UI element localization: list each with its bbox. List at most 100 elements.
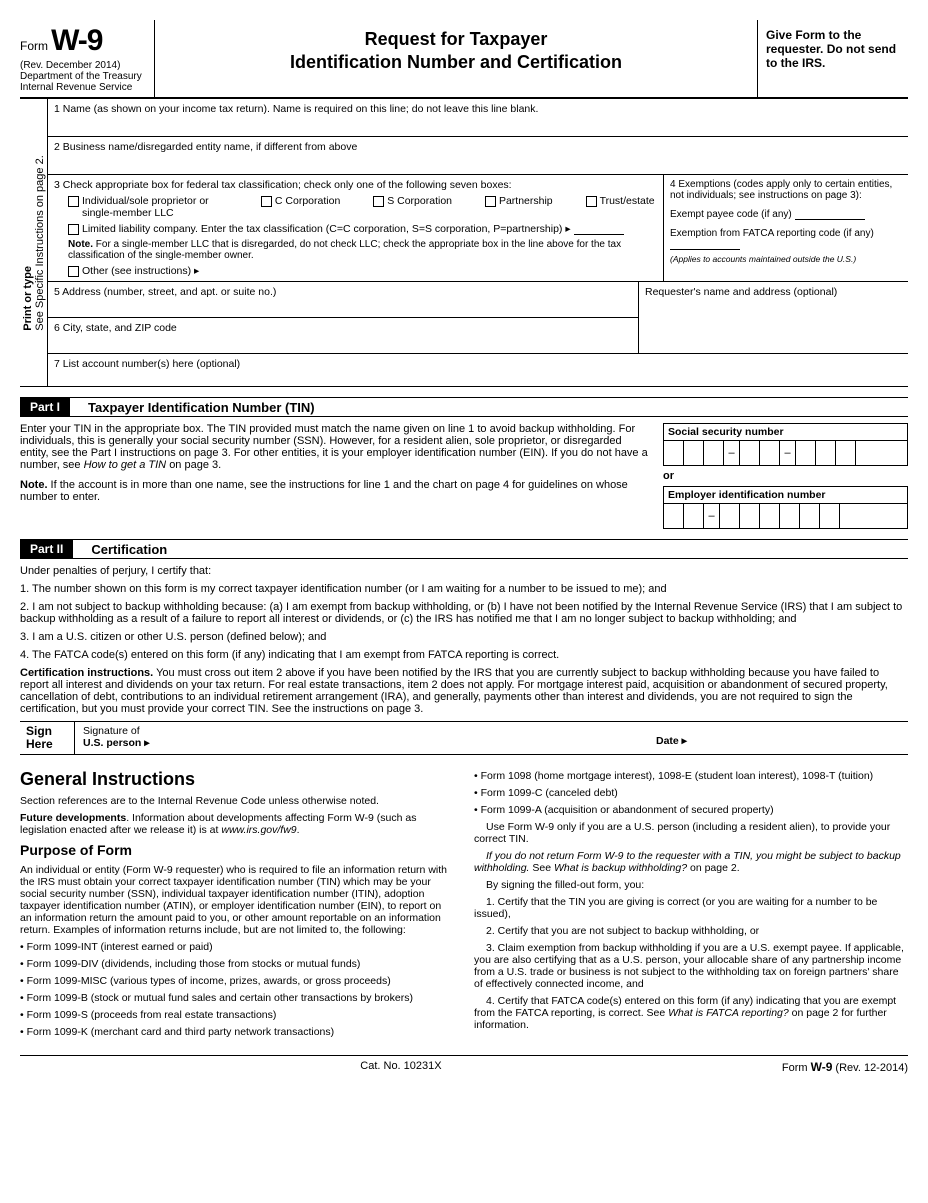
fields: 1 Name (as shown on your income tax retu…	[48, 99, 908, 386]
fatca-applies: (Applies to accounts maintained outside …	[670, 254, 902, 264]
sign-here-label: Sign Here	[20, 722, 75, 754]
section-ref: Section references are to the Internal R…	[20, 795, 454, 807]
li-1099-s: Form 1099-S (proceeds from real estate t…	[20, 1009, 454, 1021]
cb-llc[interactable]: Limited liability company. Enter the tax…	[68, 223, 657, 235]
tin-p1c: on page 3.	[169, 459, 221, 471]
line-7[interactable]: 7 List account number(s) here (optional)	[48, 354, 908, 386]
line-3: 3 Check appropriate box for federal tax …	[48, 175, 663, 281]
instructions: General Instructions Section references …	[20, 765, 908, 1043]
checkbox-icon	[68, 224, 79, 235]
tin-p2a: Note.	[20, 479, 48, 491]
li-1099-div: Form 1099-DIV (dividends, including thos…	[20, 958, 454, 970]
instructions-col-right: Form 1098 (home mortgage interest), 1098…	[474, 765, 908, 1043]
checkbox-icon	[261, 196, 272, 207]
fatca-row: Exemption from FATCA reporting code (if …	[670, 228, 902, 250]
line-5-label: 5 Address (number, street, and apt. or s…	[54, 286, 632, 298]
tin-boxes: Social security number – – or Employer i…	[663, 423, 908, 529]
ssn-input[interactable]: – –	[663, 440, 908, 466]
certify-4: 4. Certify that FATCA code(s) entered on…	[474, 995, 908, 1031]
signature-field[interactable]: Signature of U.S. person ▸	[75, 722, 648, 754]
li-1099-int: Form 1099-INT (interest earned or paid)	[20, 941, 454, 953]
sig-line2-text: U.S. person ▸	[83, 737, 150, 749]
tin-p2: Note. If the account is in more than one…	[20, 479, 651, 503]
part-2-label: Part II	[20, 540, 73, 558]
header-left: Form W-9 (Rev. December 2014) Department…	[20, 20, 155, 97]
header-center: Request for Taxpayer Identification Numb…	[155, 20, 758, 97]
part-2-bar: Part II Certification	[20, 539, 908, 559]
li-1099-misc: Form 1099-MISC (various types of income,…	[20, 975, 454, 987]
address-block: 5 Address (number, street, and apt. or s…	[48, 282, 908, 354]
checkbox-icon	[68, 266, 79, 277]
line-1[interactable]: 1 Name (as shown on your income tax retu…	[48, 99, 908, 137]
fatca-input[interactable]	[670, 240, 740, 250]
tin-p2b: If the account is in more than one name,…	[20, 479, 628, 503]
certification-body: Under penalties of perjury, I certify th…	[20, 565, 908, 715]
footer-cat: Cat. No. 10231X	[360, 1060, 441, 1074]
tin-text: Enter your TIN in the appropriate box. T…	[20, 423, 663, 529]
ein-label: Employer identification number	[663, 486, 908, 503]
by-signing: By signing the filled-out form, you:	[474, 879, 908, 891]
llc-note: Note. For a single-member LLC that is di…	[68, 239, 657, 261]
footer: Cat. No. 10231X Form W-9 (Rev. 12-2014)	[20, 1055, 908, 1074]
certify-3: 3. Claim exemption from backup withholdi…	[474, 942, 908, 990]
cb-other[interactable]: Other (see instructions) ▸	[68, 265, 657, 277]
header-right-notice: Give Form to the requester. Do not send …	[758, 20, 908, 97]
certify-4b: What is FATCA reporting?	[668, 1007, 789, 1019]
cb-llc-label: Limited liability company. Enter the tax…	[82, 223, 571, 235]
use-w9: Use Form W-9 only if you are a U.S. pers…	[474, 821, 908, 845]
line-1-label: 1 Name (as shown on your income tax retu…	[54, 103, 902, 115]
line-3-intro: 3 Check appropriate box for federal tax …	[54, 179, 657, 191]
ein-input[interactable]: –	[663, 503, 908, 529]
line-2[interactable]: 2 Business name/disregarded entity name,…	[48, 137, 908, 175]
checkbox-icon	[68, 196, 79, 207]
cb-partnership[interactable]: Partnership	[485, 195, 553, 207]
dept-irs: Internal Revenue Service	[20, 82, 148, 93]
part-1-title: Taxpayer Identification Number (TIN)	[70, 400, 315, 415]
form-list-right: Form 1098 (home mortgage interest), 1098…	[474, 770, 908, 816]
ifnot-2a: See	[529, 862, 554, 874]
general-instructions-heading: General Instructions	[20, 769, 454, 790]
cb-individual-label: Individual/sole proprietor or single-mem…	[82, 195, 222, 219]
tin-p1b: How to get a TIN	[84, 459, 170, 471]
part-1-label: Part I	[20, 398, 70, 416]
li-1099-b: Form 1099-B (stock or mutual fund sales …	[20, 992, 454, 1004]
cb-individual[interactable]: Individual/sole proprietor or single-mem…	[68, 195, 228, 219]
footer-form-pre: Form	[782, 1062, 811, 1074]
line-5[interactable]: 5 Address (number, street, and apt. or s…	[48, 282, 638, 318]
li-1098: Form 1098 (home mortgage interest), 1098…	[474, 770, 908, 782]
title-line1: Request for Taxpayer	[163, 28, 749, 51]
ssn-label: Social security number	[663, 423, 908, 440]
date-field[interactable]: Date ▸	[648, 722, 908, 754]
line-4-title: 4 Exemptions (codes apply only to certai…	[670, 179, 902, 201]
li-1099-c: Form 1099-C (canceled debt)	[474, 787, 908, 799]
cb-scorp[interactable]: S Corporation	[373, 195, 452, 207]
line-6[interactable]: 6 City, state, and ZIP code	[48, 318, 638, 354]
requester-box[interactable]: Requester's name and address (optional)	[638, 282, 908, 354]
address-left: 5 Address (number, street, and apt. or s…	[48, 282, 638, 354]
signature-row: Sign Here Signature of U.S. person ▸ Dat…	[20, 721, 908, 755]
li-1099-a: Form 1099-A (acquisition or abandonment …	[474, 804, 908, 816]
sidebar-bold: Print or type	[22, 265, 34, 330]
form-word: Form	[20, 39, 48, 53]
identity-section: Print or type See Specific Instructions …	[20, 99, 908, 387]
checkbox-icon	[373, 196, 384, 207]
exempt-payee-input[interactable]	[795, 210, 865, 220]
cert-4: 4. The FATCA code(s) entered on this for…	[20, 649, 908, 661]
sidebar-plain: See Specific Instructions on page 2.	[34, 155, 46, 331]
purpose-text: An individual or entity (Form W-9 reques…	[20, 864, 454, 936]
checkbox-icon	[586, 196, 597, 207]
form-page: Form W-9 (Rev. December 2014) Department…	[20, 20, 908, 1074]
certify-1: 1. Certify that the TIN you are giving i…	[474, 896, 908, 920]
cert-3: 3. I am a U.S. citizen or other U.S. per…	[20, 631, 908, 643]
footer-form-num: W-9	[811, 1060, 833, 1074]
ifnot-2b: What is backup withholding?	[554, 862, 687, 874]
cb-trust[interactable]: Trust/estate	[586, 195, 655, 207]
tin-p1: Enter your TIN in the appropriate box. T…	[20, 423, 651, 471]
sig-line1: Signature of	[83, 725, 640, 737]
future-dev-bold: Future developments	[20, 812, 126, 824]
cb-ccorp[interactable]: C Corporation	[261, 195, 340, 207]
certify-2: 2. Certify that you are not subject to b…	[474, 925, 908, 937]
sidebar-text: Print or type See Specific Instructions …	[22, 155, 46, 331]
exempt-payee-label: Exempt payee code (if any)	[670, 209, 792, 220]
llc-class-input[interactable]	[574, 224, 624, 235]
